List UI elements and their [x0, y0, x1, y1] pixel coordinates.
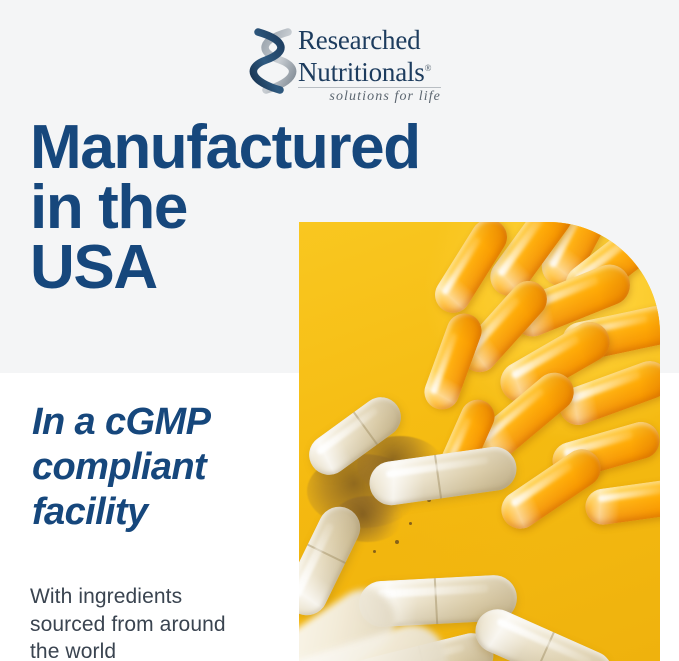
body-copy-line-2: sourced from around [30, 612, 226, 636]
subheadline-line-3: facility [32, 490, 148, 533]
subheadline: In a cGMP compliant facility [32, 400, 302, 534]
body-copy: With ingredients sourced from around the… [30, 583, 280, 661]
brand-name-line-1: Researched [298, 25, 421, 55]
body-copy-line-3: the world [30, 640, 117, 661]
brand-name-line-2: Nutritionals® [298, 54, 441, 86]
headline-line-1: Manufactured [30, 113, 421, 182]
brand-logo: Researched Nutritionals® solutions for l… [246, 26, 441, 105]
logo-divider-rule [298, 87, 441, 88]
body-copy-line-1: With ingredients [30, 585, 183, 608]
brand-tagline: solutions for life [329, 89, 441, 104]
product-photo [299, 222, 660, 661]
registered-trademark-icon: ® [424, 63, 432, 73]
dna-helix-icon [249, 28, 297, 94]
subheadline-line-1: In a cGMP [32, 401, 211, 443]
headline-line-3: USA [30, 233, 158, 303]
page-title: Manufactured in the USA [30, 113, 421, 303]
headline-line-2: in the [30, 173, 188, 243]
brand-name-line-2-text: Nutritionals [298, 57, 425, 87]
brand-wordmark: Researched Nutritionals® solutions for l… [298, 26, 441, 105]
subheadline-line-2: compliant [32, 445, 207, 488]
